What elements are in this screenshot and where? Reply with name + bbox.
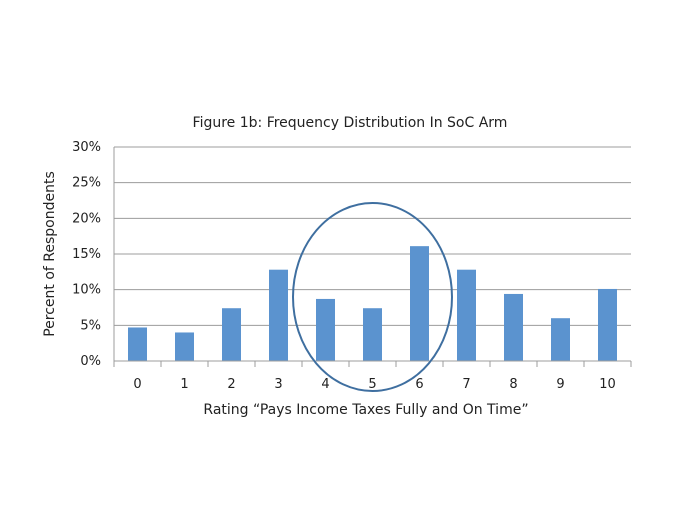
x-tick-label: 6 [415,377,423,392]
y-tick-label: 30% [72,140,101,155]
x-tick-label: 8 [509,377,517,392]
x-tick-label: 1 [180,377,188,392]
y-tick-label: 25% [72,176,101,191]
x-tick-label: 7 [462,377,470,392]
chart-title: Figure 1b: Frequency Distribution In SoC… [193,115,508,131]
y-tick-label: 5% [80,318,101,333]
bar-9 [551,318,570,361]
highlight-ellipse [292,202,453,392]
y-axis-title: Percent of Respondents [42,171,58,337]
grid-layer [114,146,631,362]
bar-4 [316,298,335,361]
x-tick-label: 10 [599,377,616,392]
bar-1 [175,332,194,361]
x-tick-label: 4 [321,377,329,392]
x-axis-title: Rating “Pays Income Taxes Fully and On T… [203,402,528,418]
y-tick-label: 0% [80,354,101,369]
bar-10 [598,288,617,361]
bar-0 [128,327,147,361]
x-tick-label: 3 [274,377,282,392]
x-tick-label: 0 [133,377,141,392]
x-tick-label: 2 [227,377,235,392]
y-tick-label: 10% [72,283,101,298]
y-tick-label: 20% [72,211,101,226]
bar-8 [504,293,523,361]
bar-layer [128,246,617,361]
y-tick-label: 15% [72,247,101,262]
bar-5 [363,308,382,361]
x-tick-label: 9 [556,377,564,392]
x-tick-label: 5 [368,377,376,392]
bar-2 [222,308,241,361]
axis-layer: 0% 5% 10% 15% 20% 25% 30% 0 1 2 3 4 5 6 7 8 9 10 [72,140,632,392]
bar-3 [269,269,288,361]
annotation-layer [292,202,453,392]
bar-7 [457,269,476,361]
bar-6 [410,246,429,361]
